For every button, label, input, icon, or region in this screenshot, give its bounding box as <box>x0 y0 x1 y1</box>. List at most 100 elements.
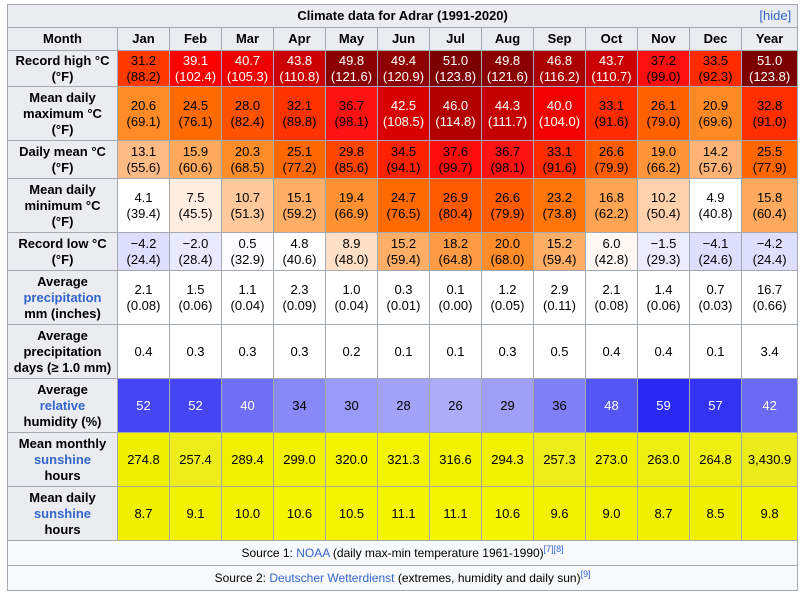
cell-value-fahrenheit: (91.6) <box>542 159 577 175</box>
cell-value: 274.8 <box>127 451 160 467</box>
hide-link[interactable]: hide <box>762 8 788 23</box>
cell-avg-precip-mm-aug: 1.2 (0.05) <box>481 270 534 325</box>
cell-value-fahrenheit: (76.5) <box>386 205 421 221</box>
cell-value-fahrenheit: (59.4) <box>542 251 577 267</box>
cell-value-fahrenheit: (24.4) <box>752 251 787 267</box>
cell-value: −4.2 <box>130 235 157 251</box>
cell-value: 13.1 <box>130 143 157 159</box>
row-label-link[interactable]: sunshine <box>33 451 92 467</box>
cell-mean-monthly-sunshine-oct: 273.0 <box>585 432 638 487</box>
row-label-line: mm (inches) <box>24 305 101 321</box>
cell-value-fahrenheit: (111.7) <box>487 113 528 129</box>
cell-mean-daily-max-jul: 46.0 (114.8) <box>429 86 482 141</box>
cell-value-fahrenheit: (99.7) <box>438 159 473 175</box>
row-label-line: days (≥ 1.0 mm) <box>13 359 112 375</box>
cell-avg-precip-days-dec: 0.1 <box>689 324 742 379</box>
cell-daily-mean-jul: 37.6 (99.7) <box>429 140 482 179</box>
cell-record-low-mar: 0.5 (32.9) <box>221 232 274 271</box>
cell-value-fahrenheit: (0.66) <box>752 297 787 313</box>
cell-value-fahrenheit: (91.0) <box>752 113 787 129</box>
cell-avg-precip-days-aug: 0.3 <box>481 324 534 379</box>
row-label-line: minimum °C <box>24 197 101 213</box>
cell-value: 0.1 <box>706 343 725 359</box>
header-jan: Jan <box>117 27 170 51</box>
hide-toggle[interactable]: [hide] <box>759 8 792 23</box>
row-label-line: Mean daily <box>29 181 96 197</box>
cell-value: 44.3 <box>494 97 521 113</box>
cell-value-fahrenheit: (0.03) <box>698 297 733 313</box>
cell-record-high-mar: 40.7 (105.3) <box>221 50 274 87</box>
cell-value-fahrenheit: (68.5) <box>230 159 265 175</box>
header-month: Month <box>7 27 118 51</box>
cell-mean-daily-max-apr: 32.1 (89.8) <box>273 86 326 141</box>
cell-value: 264.8 <box>699 451 732 467</box>
cell-value: 40.0 <box>546 97 573 113</box>
cell-mean-monthly-sunshine-dec: 264.8 <box>689 432 742 487</box>
cell-value: 10.5 <box>338 505 365 521</box>
cell-value-fahrenheit: (40.8) <box>698 205 733 221</box>
cell-value-fahrenheit: (28.4) <box>178 251 213 267</box>
cell-value: 1.2 <box>498 281 517 297</box>
reference-link[interactable]: [7][8] <box>543 544 564 554</box>
row-label-link[interactable]: relative <box>39 397 86 413</box>
cell-mean-daily-min-mar: 10.7 (51.3) <box>221 178 274 233</box>
cell-value: 59 <box>656 397 671 413</box>
cell-value-fahrenheit: (123.8) <box>434 68 477 84</box>
cell-value-fahrenheit: (88.2) <box>126 68 161 84</box>
source-link[interactable]: Deutscher Wetterdienst <box>269 571 395 585</box>
cell-daily-mean-nov: 19.0 (66.2) <box>637 140 690 179</box>
row-label-line: hours <box>44 521 81 537</box>
cell-value: 46.0 <box>442 97 469 113</box>
cell-value: 30 <box>344 397 359 413</box>
row-label-line: Record high °C (°F) <box>15 52 110 84</box>
cell-value: 16.7 <box>756 281 783 297</box>
cell-record-high-jun: 49.4 (120.9) <box>377 50 430 87</box>
cell-value-fahrenheit: (89.8) <box>282 113 317 129</box>
row-label-mean-daily-sunshine: Mean daily sunshine hours <box>7 486 118 541</box>
source-link[interactable]: NOAA <box>296 546 330 560</box>
cell-value: 289.4 <box>231 451 264 467</box>
cell-value: 25.1 <box>286 143 313 159</box>
cell-value: 8.7 <box>654 505 673 521</box>
cell-value-fahrenheit: (0.04) <box>230 297 265 313</box>
cell-value: 36.7 <box>338 97 365 113</box>
climate-table: Climate data for Adrar (1991-2020) [hide… <box>6 4 799 591</box>
reference-link[interactable]: [9] <box>580 569 591 579</box>
cell-value: 6.0 <box>602 235 621 251</box>
cell-value: 15.9 <box>182 143 209 159</box>
cell-mean-monthly-sunshine-apr: 299.0 <box>273 432 326 487</box>
cell-value: 14.2 <box>702 143 729 159</box>
cell-mean-daily-sunshine-jan: 8.7 <box>117 486 170 541</box>
cell-avg-precip-days-jun: 0.1 <box>377 324 430 379</box>
cell-value: 3.4 <box>760 343 779 359</box>
row-label-link[interactable]: precipitation <box>23 289 102 305</box>
cell-value-fahrenheit: (29.3) <box>646 251 681 267</box>
cell-mean-monthly-sunshine-year: 3,430.9 <box>740 432 799 487</box>
cell-value: 34.5 <box>390 143 417 159</box>
cell-value-fahrenheit: (82.4) <box>230 113 265 129</box>
cell-value-fahrenheit: (79.9) <box>594 159 629 175</box>
cell-value-fahrenheit: (0.08) <box>126 297 161 313</box>
cell-value: 37.2 <box>650 52 677 68</box>
cell-value: 11.1 <box>391 505 416 521</box>
cell-value-fahrenheit: (0.06) <box>178 297 213 313</box>
cell-mean-daily-min-nov: 10.2 (50.4) <box>637 178 690 233</box>
source-row: Source 1: NOAA (daily max-min temperatur… <box>6 540 799 566</box>
source-prefix: Source 1: <box>241 546 297 560</box>
cell-daily-mean-jun: 34.5 (94.1) <box>377 140 430 179</box>
cell-value-fahrenheit: (85.6) <box>334 159 369 175</box>
header-nov: Nov <box>637 27 690 51</box>
cell-value: 26.1 <box>650 97 677 113</box>
cell-value: 49.4 <box>390 52 417 68</box>
cell-value: 16.8 <box>598 189 625 205</box>
cell-mean-daily-min-jan: 4.1 (39.4) <box>117 178 170 233</box>
row-label-line: (°F) <box>51 121 74 137</box>
cell-avg-humidity-mar: 40 <box>221 378 274 433</box>
cell-value: 2.1 <box>602 281 621 297</box>
cell-mean-daily-min-apr: 15.1 (59.2) <box>273 178 326 233</box>
cell-value: 0.1 <box>394 343 413 359</box>
row-label-link[interactable]: sunshine <box>33 505 92 521</box>
cell-daily-mean-year: 25.5 (77.9) <box>740 140 799 179</box>
table-caption: Climate data for Adrar (1991-2020) [hide… <box>6 4 799 28</box>
cell-avg-humidity-jul: 26 <box>429 378 482 433</box>
